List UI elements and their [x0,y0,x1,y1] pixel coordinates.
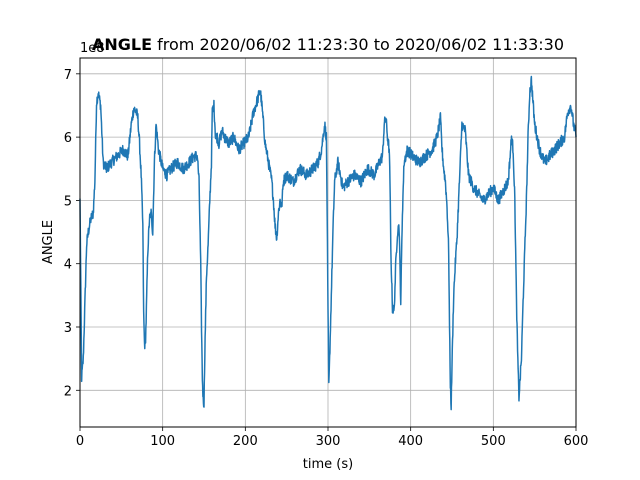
chart-title: ANGLE from 2020/06/02 11:23:30 to 2020/0… [92,35,564,54]
x-tick-label: 0 [76,434,84,449]
x-tick-label: 400 [398,434,423,449]
axis-ticks: 0 100 200 300 400 500 600 2 3 4 5 6 7 [64,68,589,449]
y-offset-text: 1e8 [80,41,105,56]
y-tick-label: 4 [64,258,72,273]
plot-frame [79,57,577,428]
x-tick-label: 600 [564,434,589,449]
y-tick-label: 6 [64,131,72,146]
x-tick-label: 200 [233,434,258,449]
y-axis-label: ANGLE [41,220,56,264]
y-tick-label: 3 [64,321,72,336]
chart-title-rest: from 2020/06/02 11:23:30 to 2020/06/02 1… [152,35,564,54]
y-tick-label: 2 [64,384,72,399]
x-tick-label: 100 [150,434,175,449]
series-layer [79,75,577,411]
x-tick-label: 300 [316,434,341,449]
series-line-angle [79,75,577,411]
chart-title-bold: ANGLE [92,35,152,54]
y-tick-label: 5 [64,194,72,209]
y-tick-label: 7 [64,68,72,83]
x-tick-label: 500 [481,434,506,449]
x-axis-label: time (s) [303,457,353,472]
